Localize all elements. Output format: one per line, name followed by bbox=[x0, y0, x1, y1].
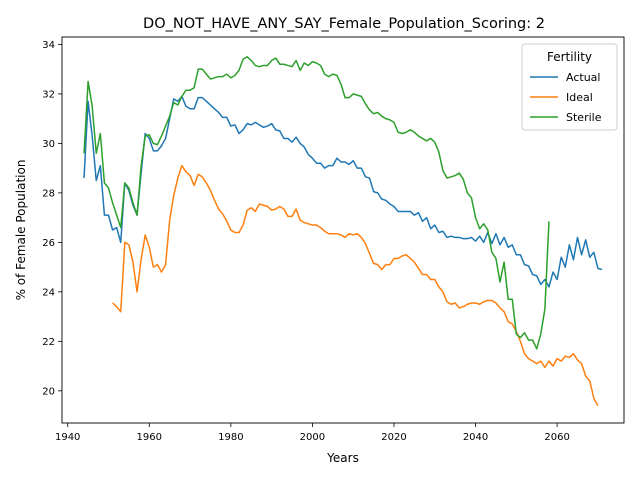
legend-label-ideal: Ideal bbox=[566, 91, 593, 104]
series-lines bbox=[83, 56, 603, 407]
legend: Fertility Actual Ideal Sterile bbox=[521, 43, 618, 131]
chart-title: DO_NOT_HAVE_ANY_SAY_Female_Population_Sc… bbox=[143, 16, 545, 32]
y-tick-label: 26 bbox=[42, 238, 55, 249]
legend-title: Fertility bbox=[547, 50, 592, 64]
y-tick-label: 32 bbox=[42, 90, 55, 101]
x-axis: 1940 1960 1980 2000 2020 2040 2060 bbox=[55, 423, 570, 443]
x-tick-label: 1960 bbox=[137, 432, 162, 443]
legend-label-sterile: Sterile bbox=[566, 111, 602, 124]
x-axis-label: Years bbox=[326, 451, 359, 465]
x-tick-label: 2020 bbox=[381, 432, 406, 443]
y-axis-label: % of Female Population bbox=[14, 160, 28, 301]
series-line-ideal bbox=[112, 164, 599, 407]
plot-frame bbox=[61, 36, 625, 424]
x-tick-label: 1980 bbox=[218, 432, 243, 443]
y-tick-label: 34 bbox=[42, 40, 55, 51]
x-tick-label: 2000 bbox=[300, 432, 325, 443]
y-tick-label: 20 bbox=[42, 386, 55, 397]
x-tick-label: 2040 bbox=[463, 432, 488, 443]
y-tick-label: 30 bbox=[42, 139, 55, 150]
series-line-sterile bbox=[83, 56, 550, 350]
legend-label-actual: Actual bbox=[566, 71, 600, 84]
y-tick-label: 24 bbox=[42, 287, 55, 298]
y-tick-label: 22 bbox=[42, 337, 55, 348]
x-tick-label: 1940 bbox=[55, 432, 80, 443]
x-tick-label: 2060 bbox=[544, 432, 569, 443]
y-axis: 20 22 24 26 28 30 32 34 bbox=[42, 40, 62, 397]
legend-box bbox=[521, 43, 618, 131]
y-tick-label: 28 bbox=[42, 188, 55, 199]
